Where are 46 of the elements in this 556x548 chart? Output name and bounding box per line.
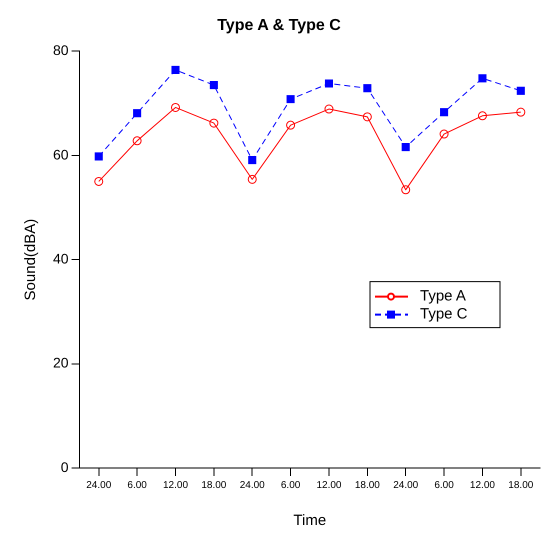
point xyxy=(478,74,486,82)
point xyxy=(324,104,334,114)
point xyxy=(133,109,142,118)
x-tick-label: 12.00 xyxy=(162,480,188,491)
point xyxy=(248,156,256,164)
point xyxy=(440,108,448,116)
point xyxy=(248,174,257,184)
point xyxy=(286,95,295,104)
point xyxy=(170,102,180,112)
legend-label: Type C xyxy=(420,306,468,323)
point xyxy=(478,111,487,120)
point xyxy=(94,176,104,186)
y-tick-label: 60 xyxy=(52,146,69,162)
legend-label: Type A xyxy=(420,288,466,305)
x-tick-label: 6.00 xyxy=(434,480,454,491)
x-axis-title: Time xyxy=(293,512,326,530)
x-tick-label: 18.00 xyxy=(508,480,534,491)
y-axis-title: Sound(dBA) xyxy=(22,218,40,300)
x-tick-label: 6.00 xyxy=(127,480,148,491)
y-tick-label: 0 xyxy=(60,458,69,475)
point xyxy=(286,120,296,130)
point xyxy=(210,81,218,90)
point xyxy=(440,130,449,139)
x-tick-label: 6.00 xyxy=(280,480,301,491)
x-tick-label: 18.00 xyxy=(354,480,380,491)
x-tick-label: 12.00 xyxy=(470,480,496,491)
x-tick-label: 24.00 xyxy=(240,480,266,491)
y-tick-label: 80 xyxy=(52,42,69,58)
y-tick-label: 20 xyxy=(52,354,69,371)
point xyxy=(171,66,180,74)
point xyxy=(402,143,410,152)
point xyxy=(362,112,372,122)
point xyxy=(401,185,410,194)
chart-title: Type A & Type C xyxy=(217,17,342,34)
point xyxy=(324,79,334,88)
x-tick-label: 24.00 xyxy=(393,480,419,491)
y-tick-label: 40 xyxy=(52,250,69,266)
point xyxy=(94,152,103,160)
point xyxy=(363,84,372,92)
point xyxy=(209,118,218,128)
x-tick-label: 24.00 xyxy=(86,480,112,491)
x-tick-label: 18.00 xyxy=(201,480,227,491)
point xyxy=(516,108,526,117)
x-tick-label: 12.00 xyxy=(316,480,342,491)
point xyxy=(132,136,142,146)
point xyxy=(516,86,525,95)
